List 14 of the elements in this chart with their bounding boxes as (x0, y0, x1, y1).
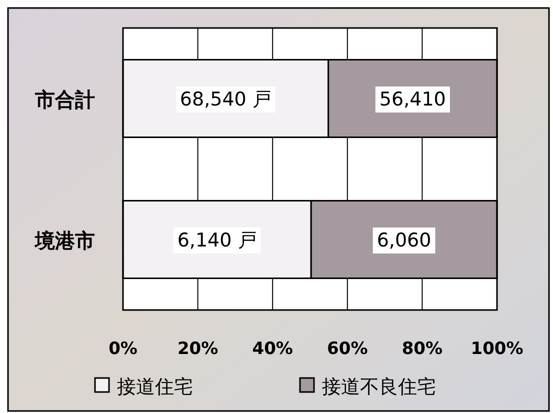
x-tick-label: 80% (402, 339, 443, 359)
x-tick-label: 20% (177, 339, 218, 359)
annotation: 68,540 戸 (180, 88, 272, 110)
legend-label: 接道不良住宅 (322, 376, 436, 398)
y-tick-label: 境港市 (34, 228, 95, 252)
y-tick-label: 市合計 (34, 88, 95, 112)
legend-label: 接道住宅 (117, 376, 193, 398)
x-tick-label: 40% (252, 339, 293, 359)
annotation: 6,060 (376, 230, 432, 252)
x-tick-label: 100% (470, 339, 524, 359)
x-tick-label: 0% (108, 339, 138, 359)
annotation: 6,140 戸 (177, 230, 257, 252)
x-tick-label: 60% (327, 339, 368, 359)
annotation: 56,410 (379, 88, 446, 110)
